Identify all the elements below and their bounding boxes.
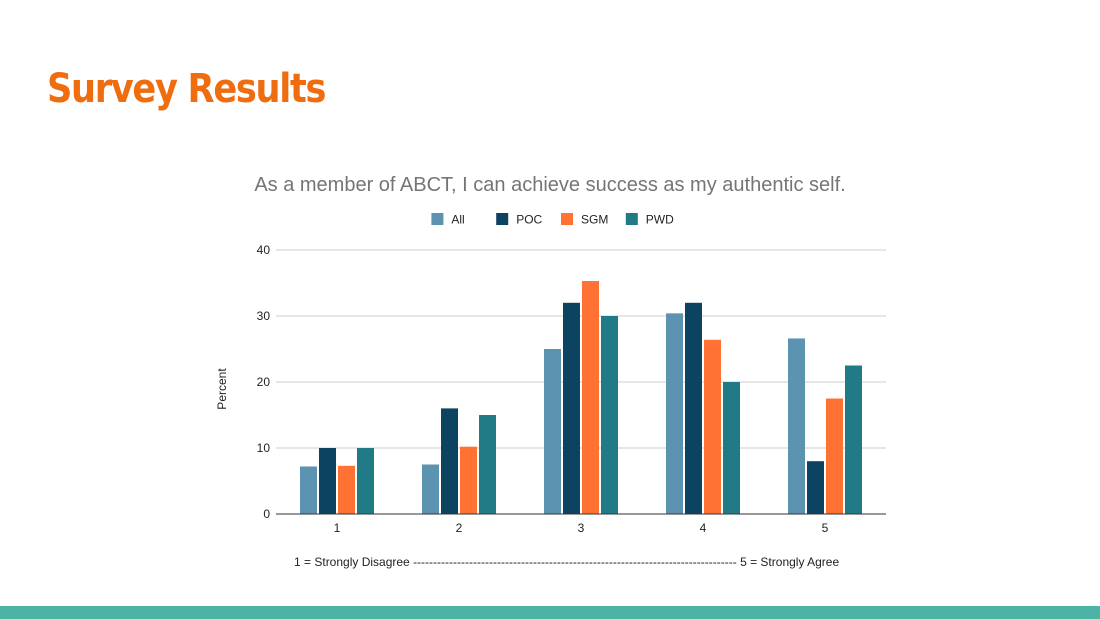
bar-all-2 [422, 464, 439, 514]
bar-poc-4 [685, 302, 702, 514]
bar-sgm-1 [338, 465, 355, 514]
y-tick-label: 30 [257, 309, 271, 323]
footer-bar [0, 606, 1100, 619]
x-tick-label: 5 [822, 521, 829, 535]
bar-all-5 [788, 338, 805, 514]
legend-swatch-poc [496, 213, 509, 225]
x-tick-label: 4 [700, 521, 707, 535]
y-tick-label: 10 [257, 441, 271, 455]
slide-title: Survey Results [47, 66, 326, 112]
x-tick-label: 1 [334, 521, 341, 535]
y-axis-label: Percent [215, 368, 229, 410]
chart-title: As a member of ABCT, I can achieve succe… [254, 174, 846, 196]
bar-pwd-4 [723, 382, 740, 514]
x-tick-label: 3 [578, 521, 585, 535]
legend-label-all: All [451, 213, 464, 227]
bar-sgm-3 [582, 281, 599, 514]
bar-poc-3 [563, 302, 580, 514]
legend-swatch-pwd [625, 213, 638, 225]
bar-poc-5 [807, 461, 824, 514]
gridlines [276, 249, 886, 449]
bar-pwd-2 [479, 415, 496, 514]
x-tick-label: 2 [456, 521, 463, 535]
legend-swatch-all [431, 213, 444, 225]
scale-note: 1 = Strongly Disagree ------------------… [294, 555, 840, 569]
bar-pwd-1 [357, 448, 374, 514]
bar-poc-1 [319, 448, 336, 514]
legend-swatch-sgm [561, 213, 573, 225]
legend-label-poc: POC [516, 213, 542, 227]
bars [300, 281, 862, 514]
axes: 0 10 20 30 40 1 2 3 4 5 [257, 243, 886, 535]
bar-poc-2 [441, 408, 458, 514]
bar-sgm-2 [460, 446, 477, 514]
legend-label-sgm: SGM [581, 213, 608, 227]
bar-pwd-3 [601, 316, 618, 514]
bar-all-4 [666, 313, 683, 514]
bar-sgm-5 [826, 398, 843, 514]
bar-pwd-5 [845, 365, 862, 514]
bar-sgm-4 [704, 339, 721, 514]
bar-all-3 [544, 349, 561, 514]
y-tick-label: 40 [257, 243, 271, 257]
y-tick-label: 20 [257, 375, 271, 389]
bar-all-1 [300, 466, 317, 514]
legend: All POC SGM PWD [431, 213, 674, 227]
y-tick-label: 0 [263, 507, 270, 521]
legend-label-pwd: PWD [646, 213, 674, 227]
